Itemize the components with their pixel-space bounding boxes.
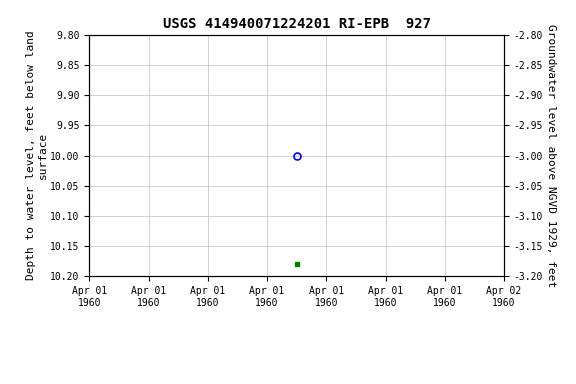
Legend: Period of approved data: Period of approved data	[211, 380, 382, 384]
Title: USGS 414940071224201 RI-EPB  927: USGS 414940071224201 RI-EPB 927	[162, 17, 431, 31]
Y-axis label: Depth to water level, feet below land
surface: Depth to water level, feet below land su…	[26, 31, 47, 280]
Y-axis label: Groundwater level above NGVD 1929, feet: Groundwater level above NGVD 1929, feet	[546, 24, 556, 287]
